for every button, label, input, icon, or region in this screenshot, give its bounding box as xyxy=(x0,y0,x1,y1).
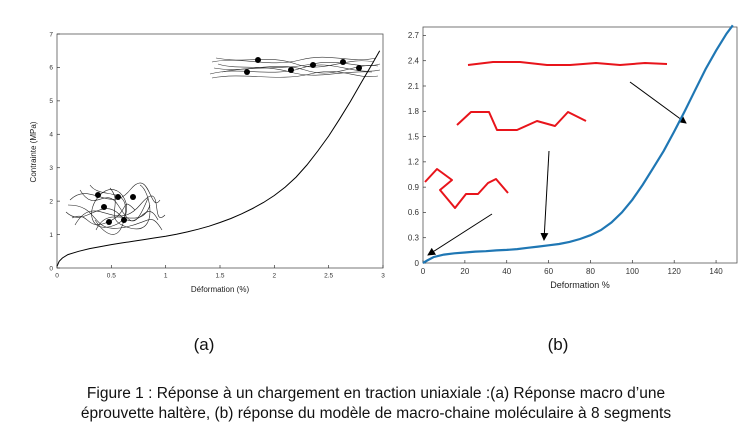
stretched-network-illustration xyxy=(209,56,381,79)
panel-a-chart: 0 0.5 1 1.5 2 2.5 3 0 1 2 3 4 5 6 7 Déformation (%) Co… xyxy=(29,31,385,294)
x-tick-label: 2 xyxy=(273,273,277,280)
caption-line-1: Figure 1 : Réponse à un chargement en tr… xyxy=(86,385,666,402)
x-tick-label: 0.5 xyxy=(107,273,116,280)
panel-a-label: (a) xyxy=(193,335,215,354)
chain-illustrations xyxy=(424,61,668,209)
x-tick-label: 140 xyxy=(709,267,723,276)
y-tick-label: 2.1 xyxy=(408,82,420,91)
x-tick-label: 1 xyxy=(164,273,168,280)
x-tick-label: 60 xyxy=(544,267,553,276)
chain-partially-stretched xyxy=(456,111,587,131)
y-tick-label: 0 xyxy=(49,265,53,272)
x-tick-label: 20 xyxy=(460,267,469,276)
y-tick-label: 1.2 xyxy=(408,158,420,167)
panel-b-chart: 0 20 40 60 80 100 120 140 0 0.3 0.6 0.9 1.2 1.5 1.8 2.1… xyxy=(408,24,738,290)
panel-a-xlabel: Déformation (%) xyxy=(191,285,250,294)
y-tick-label: 1.8 xyxy=(408,107,420,116)
chain-fully-stretched xyxy=(467,61,668,66)
y-tick-label: 5 xyxy=(49,98,53,105)
y-tick-label: 0 xyxy=(415,259,420,268)
panel-b-plot-frame xyxy=(422,26,738,264)
y-tick-label: 0.9 xyxy=(408,183,420,192)
x-tick-label: 1.5 xyxy=(215,273,224,280)
arrow-stretched xyxy=(629,81,687,124)
panel-a-ticks: 0 0.5 1 1.5 2 2.5 3 0 1 2 3 4 5 6 7 xyxy=(49,31,385,279)
tangled-network-illustration xyxy=(65,182,166,235)
y-tick-label: 4 xyxy=(49,132,53,139)
caption-line-2: éprouvette haltère, (b) réponse du modèl… xyxy=(80,405,672,422)
y-tick-label: 0.3 xyxy=(408,234,420,243)
y-tick-label: 2.4 xyxy=(408,57,420,66)
y-tick-label: 0.6 xyxy=(408,208,420,217)
x-tick-label: 3 xyxy=(381,273,385,280)
x-tick-label: 80 xyxy=(586,267,595,276)
y-tick-label: 1 xyxy=(49,232,53,239)
y-tick-label: 7 xyxy=(49,31,53,38)
x-tick-label: 100 xyxy=(626,267,640,276)
x-tick-label: 120 xyxy=(668,267,682,276)
panel-b-xlabel: Deformation % xyxy=(550,280,610,290)
arrow-partial xyxy=(540,150,550,241)
x-tick-label: 40 xyxy=(502,267,511,276)
chain-coiled xyxy=(424,168,509,209)
y-tick-label: 1.5 xyxy=(408,132,420,141)
annotation-arrows xyxy=(427,81,687,256)
panel-b-label: (b) xyxy=(547,335,569,354)
y-tick-label: 3 xyxy=(49,165,53,172)
figure-caption: Figure 1 : Réponse à un chargement en tr… xyxy=(0,384,752,424)
tangled-network-crosslinks xyxy=(95,192,136,225)
x-tick-label: 2.5 xyxy=(324,273,333,280)
x-tick-label: 0 xyxy=(421,267,426,276)
arrow-coiled xyxy=(427,213,493,256)
x-tick-label: 0 xyxy=(55,273,59,280)
y-tick-label: 6 xyxy=(49,65,53,72)
panel-b-model-response-curve xyxy=(422,24,734,264)
stretched-network-crosslinks xyxy=(244,57,362,75)
y-tick-label: 2.7 xyxy=(408,31,420,40)
panel-b-ticks: 0 20 40 60 80 100 120 140 0 0.3 0.6 0.9 1.2 1.5 1.8 2.1… xyxy=(408,31,723,276)
y-tick-label: 2 xyxy=(49,198,53,205)
panel-a-ylabel: Contrainte (MPa) xyxy=(29,121,38,182)
panel-a-stress-strain-curve xyxy=(56,50,381,267)
